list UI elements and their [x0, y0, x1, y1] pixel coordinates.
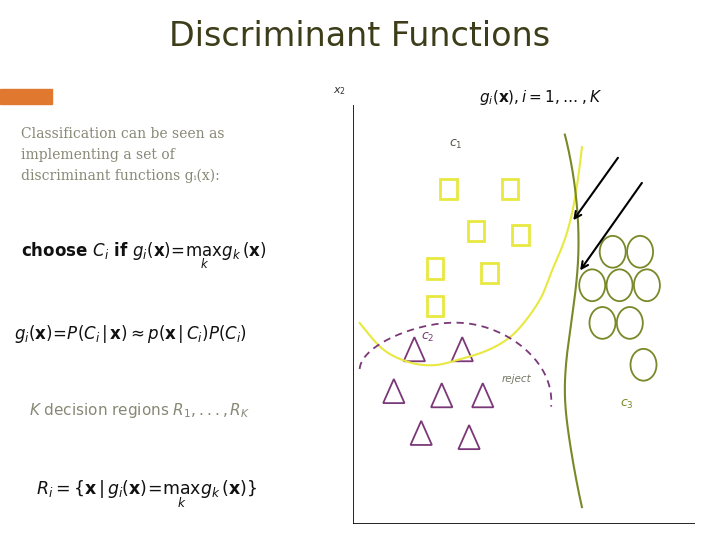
Text: choose $C_i$ if $g_i(\mathbf{x})\!=\!\max_k g_k(\mathbf{x})$: choose $C_i$ if $g_i(\mathbf{x})\!=\!\ma… — [22, 240, 267, 271]
Bar — [441, 179, 456, 199]
Bar — [427, 259, 443, 279]
Text: $c_1$: $c_1$ — [449, 138, 462, 151]
Bar — [482, 262, 498, 283]
Bar — [512, 225, 528, 245]
Text: $g_i(\mathbf{x})\!=\! P(C_i\,|\,\mathbf{x})\approx p(\mathbf{x}\,|\,C_i)P(C_i)$: $g_i(\mathbf{x})\!=\! P(C_i\,|\,\mathbf{… — [14, 322, 247, 345]
Text: $c_2$: $c_2$ — [421, 330, 435, 344]
Text: $g_i(\mathbf{x}), i=1,\ldots\;,K$: $g_i(\mathbf{x}), i=1,\ldots\;,K$ — [479, 87, 602, 107]
Bar — [0, 89, 52, 104]
Text: reject: reject — [502, 374, 532, 383]
Bar — [502, 179, 518, 199]
Text: $c_3$: $c_3$ — [619, 397, 634, 411]
Bar — [427, 296, 443, 316]
Bar — [468, 221, 484, 241]
Text: $x_2$: $x_2$ — [333, 85, 346, 97]
Text: $\mathit{K}$ decision regions $R_1,...,R_{\mathit{K}}$: $\mathit{K}$ decision regions $R_1,...,R… — [29, 401, 250, 420]
Text: Classification can be seen as
implementing a set of
discriminant functions gᵢ(x): Classification can be seen as implementi… — [22, 127, 225, 183]
Text: $R_i = \{\mathbf{x}\,|\,g_i(\mathbf{x})\!=\!\max_k g_k(\mathbf{x})\}$: $R_i = \{\mathbf{x}\,|\,g_i(\mathbf{x})\… — [36, 479, 257, 510]
Text: Discriminant Functions: Discriminant Functions — [169, 20, 551, 53]
